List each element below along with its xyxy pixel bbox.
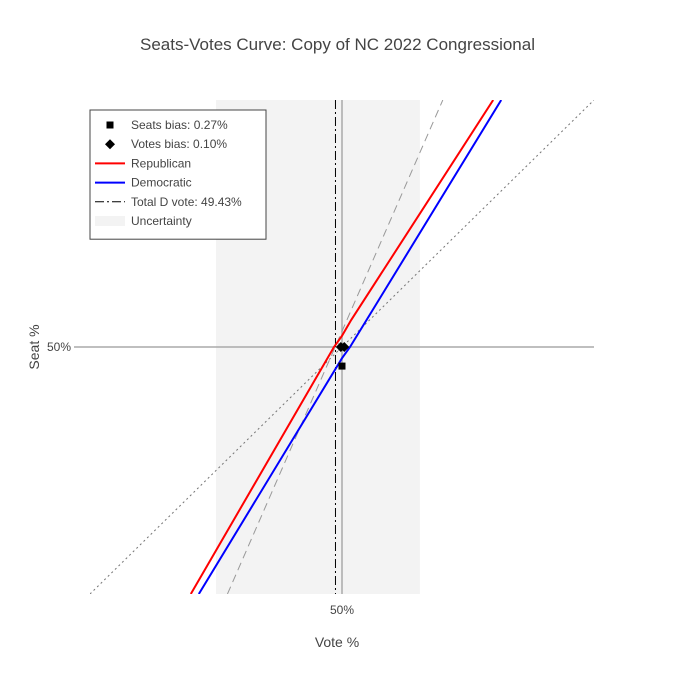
legend-label-0: Seats bias: 0.27% <box>131 118 228 132</box>
plot-lines <box>90 100 594 594</box>
legend-diamond-icon <box>105 139 115 150</box>
legend-label-2: Republican <box>131 156 191 170</box>
chart-title: Seats-Votes Curve: Copy of NC 2022 Congr… <box>140 35 535 54</box>
legend-band-icon <box>95 216 125 226</box>
votes-bias-marker-1 <box>339 342 350 352</box>
x-tick-label-0: 50% <box>330 603 354 617</box>
x-axis-title: Vote % <box>315 634 359 650</box>
responsiveness-reference-line <box>226 100 444 594</box>
y-axis-title: Seat % <box>26 324 42 369</box>
democratic-curve <box>197 100 503 594</box>
republican-curve <box>189 100 495 594</box>
legend-label-5: Uncertainty <box>131 214 192 228</box>
legend: Seats bias: 0.27% Votes bias: 0.10% Republ… <box>89 109 267 240</box>
y-tick-label-0: 50% <box>47 340 71 354</box>
seats-bias-marker-1 <box>338 362 346 370</box>
legend-label-1: Votes bias: 0.10% <box>131 137 227 151</box>
legend-square-icon <box>106 121 114 129</box>
legend-label-3: Democratic <box>131 176 192 190</box>
legend-label-4: Total D vote: 49.43% <box>131 195 242 209</box>
